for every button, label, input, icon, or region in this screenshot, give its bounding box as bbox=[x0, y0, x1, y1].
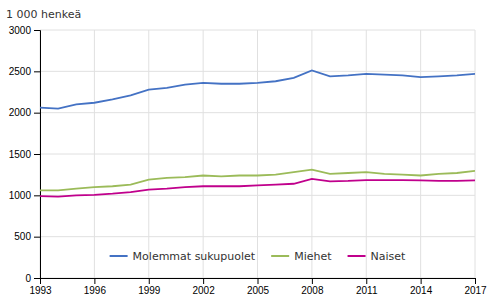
tick-mark bbox=[34, 71, 40, 72]
tick: 2002 bbox=[193, 278, 216, 296]
tick: 1996 bbox=[84, 278, 107, 296]
legend-swatch bbox=[348, 255, 366, 257]
tick-label: 3000 bbox=[9, 25, 32, 36]
tick-label: 1500 bbox=[9, 149, 32, 160]
tick-mark bbox=[258, 278, 259, 284]
lines bbox=[40, 71, 475, 197]
tick: 1500 bbox=[9, 149, 40, 160]
tick-mark bbox=[475, 278, 476, 284]
grid-line-x bbox=[475, 30, 476, 278]
grid bbox=[40, 30, 475, 278]
tick-mark bbox=[34, 113, 40, 114]
grid-line-x bbox=[366, 30, 367, 278]
tick: 2000 bbox=[9, 107, 40, 118]
tick-mark bbox=[34, 30, 40, 31]
tick-label: 1000 bbox=[9, 190, 32, 201]
axis-line bbox=[34, 31, 41, 279]
legend-label: Naiset bbox=[371, 250, 407, 263]
tick-label: 500 bbox=[14, 231, 31, 242]
tick-mark bbox=[34, 195, 40, 196]
tick-label: 0 bbox=[25, 273, 31, 284]
tick: 0 bbox=[25, 273, 40, 284]
tick-mark bbox=[312, 278, 313, 284]
tick-mark bbox=[149, 278, 150, 284]
tick-mark bbox=[421, 278, 422, 284]
tick: 2005 bbox=[247, 278, 270, 296]
tick-mark bbox=[34, 278, 40, 279]
legend-item: Naiset bbox=[348, 250, 407, 263]
grid-line-x bbox=[94, 30, 95, 278]
tick-mark bbox=[94, 278, 95, 284]
tick: 1999 bbox=[138, 278, 161, 296]
tick-mark bbox=[34, 154, 40, 155]
tick: 3000 bbox=[9, 25, 40, 36]
tick: 2008 bbox=[301, 278, 324, 296]
legend-item: Miehet bbox=[271, 250, 332, 263]
tick-label: 1999 bbox=[138, 285, 161, 296]
tick-label: 2002 bbox=[193, 285, 216, 296]
tick: 2500 bbox=[9, 66, 40, 77]
chart: 1993 1996 1999 2002 2005 2008 2011 2014 2017 0 500… bbox=[0, 0, 491, 302]
tick-label: 2008 bbox=[301, 285, 324, 296]
tick: 500 bbox=[14, 231, 40, 242]
grid-line-x bbox=[148, 30, 149, 278]
grid-line-x bbox=[257, 30, 258, 278]
tick: 1000 bbox=[9, 190, 40, 201]
tick: 1993 bbox=[29, 278, 52, 296]
y-axis: 0 500 1000 1500 2000 2500 3000 bbox=[9, 25, 41, 284]
tick-mark bbox=[366, 278, 367, 284]
tick: 2014 bbox=[410, 278, 433, 296]
series-line bbox=[40, 71, 475, 109]
plot: 1993 1996 1999 2002 2005 2008 2011 2014 2017 0 500… bbox=[9, 25, 487, 296]
series-line bbox=[40, 179, 475, 197]
legend-swatch bbox=[110, 255, 128, 257]
grid-line-x bbox=[203, 30, 204, 278]
tick-label: 2011 bbox=[356, 285, 378, 296]
axis-line bbox=[41, 279, 476, 285]
tick-label: 2014 bbox=[410, 285, 433, 296]
grid-line-x bbox=[420, 30, 421, 278]
grid-line-x bbox=[311, 30, 312, 278]
legend: Molemmat sukupuolet Miehet Naiset bbox=[110, 250, 406, 263]
tick: 2011 bbox=[356, 278, 378, 296]
y-axis-label: 1 000 henkeä bbox=[6, 8, 81, 21]
legend-swatch bbox=[271, 255, 289, 257]
tick-mark bbox=[34, 237, 40, 238]
tick-label: 1993 bbox=[29, 285, 52, 296]
legend-item: Molemmat sukupuolet bbox=[110, 250, 256, 263]
tick-label: 2500 bbox=[9, 66, 32, 77]
tick-mark bbox=[203, 278, 204, 284]
tick-label: 1996 bbox=[84, 285, 107, 296]
tick-label: 2017 bbox=[464, 285, 487, 296]
x-axis: 1993 1996 1999 2002 2005 2008 2011 2014 2017 bbox=[29, 278, 487, 296]
tick-label: 2005 bbox=[247, 285, 270, 296]
tick-label: 2000 bbox=[9, 107, 32, 118]
legend-label: Molemmat sukupuolet bbox=[133, 250, 256, 263]
tick: 2017 bbox=[464, 278, 487, 296]
legend-label: Miehet bbox=[294, 250, 332, 263]
